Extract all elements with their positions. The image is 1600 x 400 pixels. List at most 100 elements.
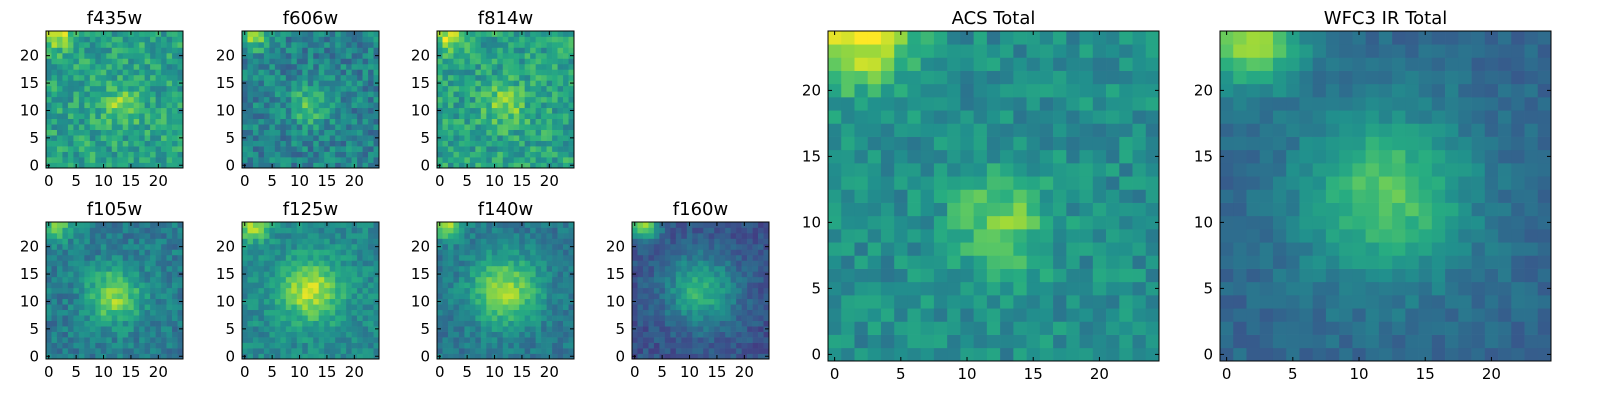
heatmap-cell	[318, 69, 325, 76]
heatmap-cell	[552, 243, 558, 250]
heatmap-cell	[508, 331, 515, 338]
heatmap-cell	[247, 31, 254, 37]
heatmap-cell	[291, 96, 298, 103]
heatmap-cell	[67, 304, 74, 311]
heatmap-cell	[62, 260, 69, 267]
heatmap-cell	[530, 96, 536, 103]
heatmap-cell	[172, 309, 178, 316]
heatmap-cell	[324, 107, 331, 114]
heatmap-cell	[324, 140, 331, 147]
heatmap-cell	[252, 320, 259, 327]
heatmap-cell	[491, 287, 498, 294]
heatmap-cell	[106, 298, 113, 305]
heatmap-cell	[155, 326, 162, 332]
heatmap-cell	[670, 238, 677, 245]
heatmap-cell	[362, 146, 369, 152]
heatmap-cell	[139, 348, 145, 354]
heatmap-cell	[464, 342, 471, 349]
heatmap-cell	[133, 85, 140, 92]
heatmap-cell	[894, 321, 908, 335]
heatmap-cell	[368, 91, 374, 98]
heatmap-cell	[242, 69, 248, 76]
heatmap-cell	[563, 63, 569, 70]
heatmap-cell	[453, 348, 460, 354]
heatmap-cell	[280, 80, 287, 87]
heatmap-cell	[513, 85, 520, 92]
heatmap-cell	[313, 80, 320, 87]
heatmap-cells	[828, 31, 1160, 362]
heatmap-cell	[524, 271, 531, 278]
heatmap-cell	[535, 271, 542, 278]
heatmap-cell	[172, 320, 178, 327]
heatmap-cell	[172, 74, 178, 81]
heatmap-cell	[128, 118, 135, 125]
heatmap-cell	[725, 260, 731, 267]
heatmap-cell	[95, 265, 102, 272]
heatmap-cell	[758, 309, 764, 316]
heatmap-cell	[552, 140, 558, 147]
heatmap-cell	[758, 342, 764, 349]
heatmap-cell	[46, 315, 52, 321]
heatmap-cell	[497, 102, 504, 109]
heatmap-cell	[1039, 202, 1054, 217]
heatmap-cell	[269, 140, 276, 147]
heatmap-cell	[513, 162, 520, 169]
heatmap-cell	[552, 326, 558, 332]
heatmap-cell	[469, 276, 476, 283]
heatmap-cell	[128, 102, 135, 109]
heatmap-cell	[247, 337, 254, 343]
heatmap-cell	[329, 293, 336, 300]
heatmap-cell	[269, 265, 276, 272]
heatmap-cell	[535, 102, 542, 109]
heatmap-cell	[557, 348, 564, 354]
heatmap-cell	[524, 146, 531, 152]
heatmap-cell	[351, 243, 358, 250]
heatmap-cell	[172, 135, 178, 141]
heatmap-cell	[1039, 334, 1054, 349]
heatmap-cell	[106, 52, 113, 59]
heatmap-cell	[122, 243, 129, 250]
heatmap-cell	[56, 304, 63, 311]
heatmap-cell	[758, 227, 764, 234]
heatmap-cell	[274, 315, 281, 321]
heatmap-cell	[128, 129, 135, 136]
heatmap-cell	[373, 309, 380, 316]
heatmap-cell	[854, 229, 869, 243]
heatmap-cell	[73, 52, 80, 59]
heatmap-cell	[368, 271, 374, 278]
heatmap-cell	[139, 287, 145, 294]
heatmap-cell	[313, 353, 320, 360]
heatmap-cell	[664, 282, 671, 289]
heatmap-cell	[150, 107, 156, 114]
heatmap-cell	[252, 31, 259, 37]
heatmap-cell	[46, 102, 52, 109]
heatmap-cell	[530, 287, 536, 294]
heatmap-cell	[89, 41, 96, 48]
heatmap-cell	[100, 238, 107, 245]
heatmap-cell	[519, 80, 526, 87]
heatmap-cell	[546, 331, 553, 338]
heatmap-cell	[247, 293, 254, 300]
heatmap-cell	[681, 304, 688, 311]
heatmap-cell	[161, 85, 167, 92]
heatmap-cell	[84, 91, 91, 98]
heatmap-cell	[78, 298, 85, 305]
heatmap-cell	[513, 58, 520, 65]
heatmap-cell	[464, 36, 471, 43]
heatmap-cell	[708, 282, 715, 289]
heatmap-cell	[84, 85, 91, 92]
heatmap-cell	[346, 260, 352, 267]
heatmap-cell	[291, 118, 298, 125]
heatmap-cell	[307, 222, 314, 228]
heatmap-cell	[263, 232, 270, 239]
heatmap-cell	[486, 326, 493, 332]
heatmap-cell	[530, 309, 536, 316]
heatmap-cell	[291, 293, 298, 300]
heatmap-cell	[84, 31, 91, 37]
heatmap-cell	[335, 113, 341, 120]
heatmap-cell	[763, 331, 770, 338]
heatmap-cell	[133, 260, 140, 267]
heatmap-cell	[351, 36, 358, 43]
heatmap-cell	[346, 298, 352, 305]
heatmap-cell	[502, 342, 509, 349]
